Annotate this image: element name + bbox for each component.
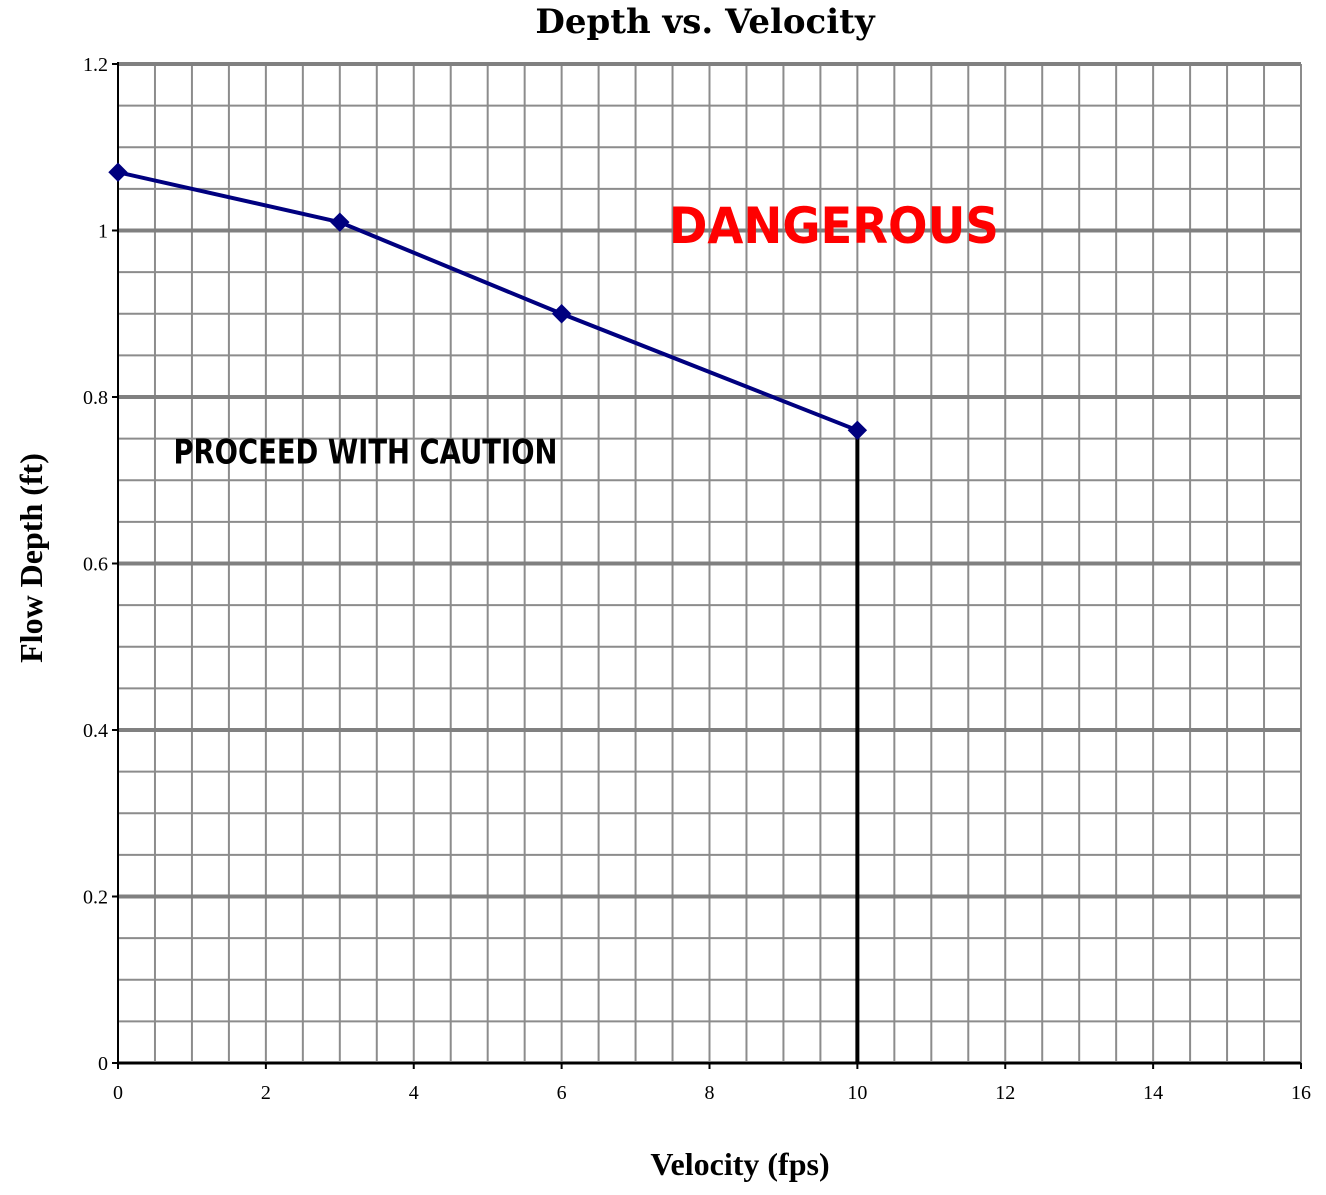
- y-tick-label: 0.8: [83, 387, 108, 409]
- x-tick-label: 0: [113, 1082, 123, 1104]
- x-tick-label: 2: [261, 1082, 271, 1104]
- data-point-marker: [330, 212, 350, 232]
- data-point-marker: [551, 304, 572, 324]
- series-line: [117, 170, 859, 433]
- x-tick-label: 10: [847, 1082, 867, 1104]
- y-tick-label: 0.6: [83, 554, 108, 576]
- y-tick-label: 0.2: [83, 887, 108, 909]
- x-axis-label: Velocity (fps): [650, 1146, 829, 1182]
- x-tick-label: 14: [1143, 1082, 1163, 1104]
- y-axis-label: Flow Depth (ft): [13, 453, 49, 663]
- x-tick-labels: 0 2 4 6 8 10 12 14 16: [113, 1082, 1311, 1104]
- x-tick-label: 16: [1291, 1082, 1311, 1104]
- annotation-dangerous: DANGEROUS: [669, 197, 999, 255]
- data-point-marker: [847, 420, 868, 441]
- series-group: [108, 162, 868, 441]
- tick-marks: [112, 63, 1302, 1069]
- y-tick-labels: 0 0.2 0.4 0.6 0.8 1 1.2: [83, 54, 108, 1075]
- y-tick-label: 1.2: [83, 54, 108, 76]
- chart-title: Depth vs. Velocity: [535, 2, 876, 42]
- annotations: PROCEED WITH CAUTION DANGEROUS: [173, 197, 998, 473]
- annotation-proceed-with-caution: PROCEED WITH CAUTION: [173, 433, 557, 473]
- y-tick-label: 0: [98, 1053, 108, 1075]
- x-tick-label: 4: [409, 1082, 419, 1104]
- y-tick-label: 1: [98, 221, 108, 243]
- x-tick-label: 12: [995, 1082, 1015, 1104]
- y-tick-label: 0.4: [83, 720, 108, 742]
- x-tick-label: 8: [705, 1082, 715, 1104]
- x-tick-label: 6: [557, 1082, 567, 1104]
- data-point-marker: [108, 162, 128, 182]
